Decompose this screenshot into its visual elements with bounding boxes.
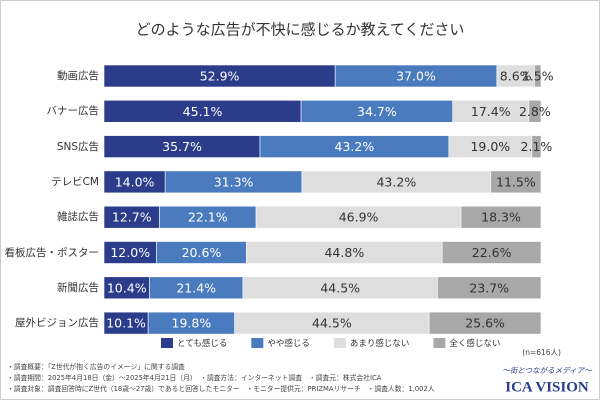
bar-segment xyxy=(428,311,542,335)
bar-segment xyxy=(437,276,542,300)
legend-swatch xyxy=(333,338,346,348)
value-label: 44.5% xyxy=(320,280,360,295)
bar-segment xyxy=(528,100,542,123)
value-label: 12.7% xyxy=(112,210,152,225)
value-label: 23.7% xyxy=(469,280,509,295)
footnote: ・調査対象：調査回答時にZ世代（18歳～27歳）であると回答したモニター ・モニ… xyxy=(7,385,435,393)
legend-label: 全く感じない xyxy=(449,338,500,349)
category-label: バナー広告 xyxy=(46,105,100,118)
value-label: 17.4% xyxy=(471,104,511,119)
category-label: 看板広告・ポスター xyxy=(4,246,100,259)
value-label: 21.4% xyxy=(176,280,216,295)
logo-name: ICA VISION xyxy=(505,379,589,395)
value-label: 52.9% xyxy=(200,69,240,84)
value-label: 11.5% xyxy=(496,174,536,189)
value-label: 46.9% xyxy=(339,210,379,225)
legend-swatch xyxy=(161,338,173,348)
logo-tagline: ～街とつながるメディア～ xyxy=(502,366,592,375)
value-label: 43.2% xyxy=(376,174,416,189)
category-label: 動画広告 xyxy=(57,70,99,82)
value-label: 18.3% xyxy=(481,210,521,225)
value-label: 14.0% xyxy=(115,174,155,189)
value-label: 45.1% xyxy=(183,104,223,119)
bar-segment xyxy=(490,170,542,194)
value-label: 19.0% xyxy=(470,139,510,154)
legend-swatch xyxy=(433,338,446,348)
chart-title: どのような広告が不快に感じるか教えてください xyxy=(136,21,465,39)
value-label: 43.2% xyxy=(335,139,375,154)
value-label: 25.6% xyxy=(465,316,505,331)
value-label: 34.7% xyxy=(357,104,397,119)
footnote: ・調査概要：「Z世代が抱く広告のイメージ」に関する調査 xyxy=(7,363,185,371)
legend-label: やや感じる xyxy=(267,338,310,349)
value-label: 8.6% xyxy=(500,69,532,84)
sample-note: (n=616人) xyxy=(522,348,561,357)
category-label: 新聞広告 xyxy=(57,281,99,294)
value-label: 35.7% xyxy=(162,139,202,154)
value-label: 37.0% xyxy=(396,69,436,84)
bar-segment xyxy=(460,205,542,229)
value-label: 19.8% xyxy=(172,316,212,331)
value-label: 44.8% xyxy=(324,245,364,260)
bar-segment xyxy=(534,64,542,88)
value-label: 10.4% xyxy=(107,280,147,295)
value-label: 1.5% xyxy=(522,69,554,84)
category-label: 屋外ビジョン広告 xyxy=(15,317,99,330)
category-label: 雑誌広告 xyxy=(57,211,99,224)
legend-label: とても感じる xyxy=(177,338,227,349)
legend-swatch xyxy=(251,338,264,348)
category-label: SNS広告 xyxy=(56,140,99,153)
value-label: 22.6% xyxy=(472,245,512,260)
bar-segment xyxy=(531,135,542,158)
value-label: 44.5% xyxy=(312,316,352,331)
legend-label: あまり感じない xyxy=(350,338,410,349)
bar-segment xyxy=(441,241,542,264)
value-label: 2.1% xyxy=(521,139,553,154)
value-label: 31.3% xyxy=(214,174,254,189)
value-label: 22.1% xyxy=(188,210,228,225)
value-label: 20.6% xyxy=(182,245,222,260)
category-label: テレビCM xyxy=(51,175,99,188)
value-label: 12.0% xyxy=(110,245,150,260)
footnote: ・調査期間：2025年4月18日（金）～2025年4月21日（月） ・調査方法：… xyxy=(7,374,382,382)
value-label: 10.1% xyxy=(106,316,146,331)
value-label: 2.8% xyxy=(519,104,551,119)
